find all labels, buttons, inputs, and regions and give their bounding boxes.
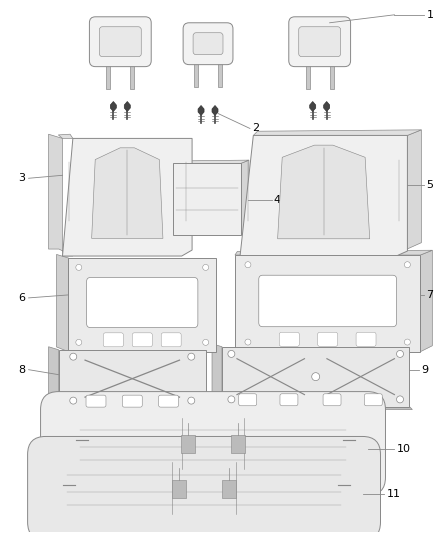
Polygon shape bbox=[57, 254, 68, 352]
Polygon shape bbox=[212, 106, 218, 116]
Polygon shape bbox=[310, 101, 316, 111]
FancyBboxPatch shape bbox=[122, 395, 142, 407]
Polygon shape bbox=[212, 344, 222, 407]
Polygon shape bbox=[49, 134, 73, 256]
FancyBboxPatch shape bbox=[299, 27, 341, 56]
Circle shape bbox=[396, 350, 403, 358]
Polygon shape bbox=[110, 101, 117, 111]
Text: 7: 7 bbox=[426, 290, 434, 300]
FancyBboxPatch shape bbox=[89, 17, 151, 67]
Bar bbox=[223, 480, 237, 498]
Circle shape bbox=[404, 339, 410, 345]
Circle shape bbox=[203, 264, 208, 270]
Polygon shape bbox=[240, 135, 407, 257]
Polygon shape bbox=[306, 61, 310, 88]
Polygon shape bbox=[253, 130, 421, 135]
Polygon shape bbox=[394, 130, 421, 257]
FancyBboxPatch shape bbox=[41, 392, 385, 495]
Circle shape bbox=[70, 353, 77, 360]
Polygon shape bbox=[241, 160, 249, 235]
Polygon shape bbox=[68, 258, 216, 352]
Polygon shape bbox=[58, 134, 73, 139]
Circle shape bbox=[188, 353, 195, 360]
FancyBboxPatch shape bbox=[279, 333, 299, 346]
FancyBboxPatch shape bbox=[280, 394, 298, 406]
Polygon shape bbox=[49, 408, 209, 410]
Text: 8: 8 bbox=[19, 365, 26, 375]
FancyBboxPatch shape bbox=[239, 394, 257, 406]
Circle shape bbox=[245, 339, 251, 345]
Polygon shape bbox=[360, 456, 374, 517]
Circle shape bbox=[312, 373, 320, 381]
Polygon shape bbox=[324, 101, 330, 111]
FancyBboxPatch shape bbox=[159, 395, 179, 407]
Polygon shape bbox=[330, 61, 334, 88]
Polygon shape bbox=[212, 407, 413, 409]
Polygon shape bbox=[235, 255, 420, 352]
Polygon shape bbox=[173, 160, 249, 163]
Polygon shape bbox=[218, 59, 222, 86]
Polygon shape bbox=[106, 61, 110, 88]
Text: 10: 10 bbox=[396, 445, 410, 455]
Polygon shape bbox=[235, 251, 432, 255]
FancyBboxPatch shape bbox=[259, 275, 396, 327]
Text: 11: 11 bbox=[386, 489, 400, 499]
Text: 2: 2 bbox=[252, 124, 259, 133]
Text: 1: 1 bbox=[426, 10, 433, 20]
FancyBboxPatch shape bbox=[161, 333, 181, 347]
Polygon shape bbox=[92, 148, 163, 238]
FancyBboxPatch shape bbox=[364, 394, 382, 406]
Circle shape bbox=[228, 396, 235, 403]
Circle shape bbox=[188, 397, 195, 404]
Polygon shape bbox=[60, 474, 378, 486]
Text: 9: 9 bbox=[421, 365, 428, 375]
Polygon shape bbox=[63, 139, 192, 256]
Polygon shape bbox=[366, 411, 379, 472]
Polygon shape bbox=[198, 106, 204, 116]
Text: 6: 6 bbox=[19, 293, 26, 303]
Circle shape bbox=[76, 340, 82, 345]
FancyBboxPatch shape bbox=[323, 394, 341, 406]
FancyBboxPatch shape bbox=[193, 33, 223, 55]
Polygon shape bbox=[130, 61, 134, 88]
FancyBboxPatch shape bbox=[183, 23, 233, 64]
Circle shape bbox=[76, 264, 82, 270]
Text: 3: 3 bbox=[19, 173, 26, 183]
Polygon shape bbox=[194, 59, 198, 86]
Polygon shape bbox=[48, 519, 372, 530]
Polygon shape bbox=[222, 347, 410, 407]
Bar bbox=[181, 435, 195, 453]
Circle shape bbox=[396, 396, 403, 403]
FancyBboxPatch shape bbox=[87, 278, 198, 328]
Polygon shape bbox=[124, 101, 130, 111]
Circle shape bbox=[70, 397, 77, 404]
FancyBboxPatch shape bbox=[132, 333, 152, 347]
Bar bbox=[172, 480, 186, 498]
Circle shape bbox=[404, 262, 410, 268]
Circle shape bbox=[228, 350, 235, 358]
FancyBboxPatch shape bbox=[318, 333, 338, 346]
FancyBboxPatch shape bbox=[28, 437, 381, 533]
Bar bbox=[231, 435, 245, 453]
FancyBboxPatch shape bbox=[99, 27, 141, 56]
Text: 4: 4 bbox=[274, 195, 281, 205]
Polygon shape bbox=[59, 350, 206, 408]
Text: 5: 5 bbox=[426, 180, 433, 190]
Polygon shape bbox=[278, 145, 370, 239]
Polygon shape bbox=[173, 163, 241, 235]
FancyBboxPatch shape bbox=[86, 395, 106, 407]
FancyBboxPatch shape bbox=[356, 333, 376, 346]
Circle shape bbox=[203, 340, 208, 345]
Polygon shape bbox=[49, 347, 59, 408]
Polygon shape bbox=[420, 251, 432, 352]
FancyBboxPatch shape bbox=[289, 17, 350, 67]
FancyBboxPatch shape bbox=[103, 333, 124, 347]
Circle shape bbox=[245, 262, 251, 268]
